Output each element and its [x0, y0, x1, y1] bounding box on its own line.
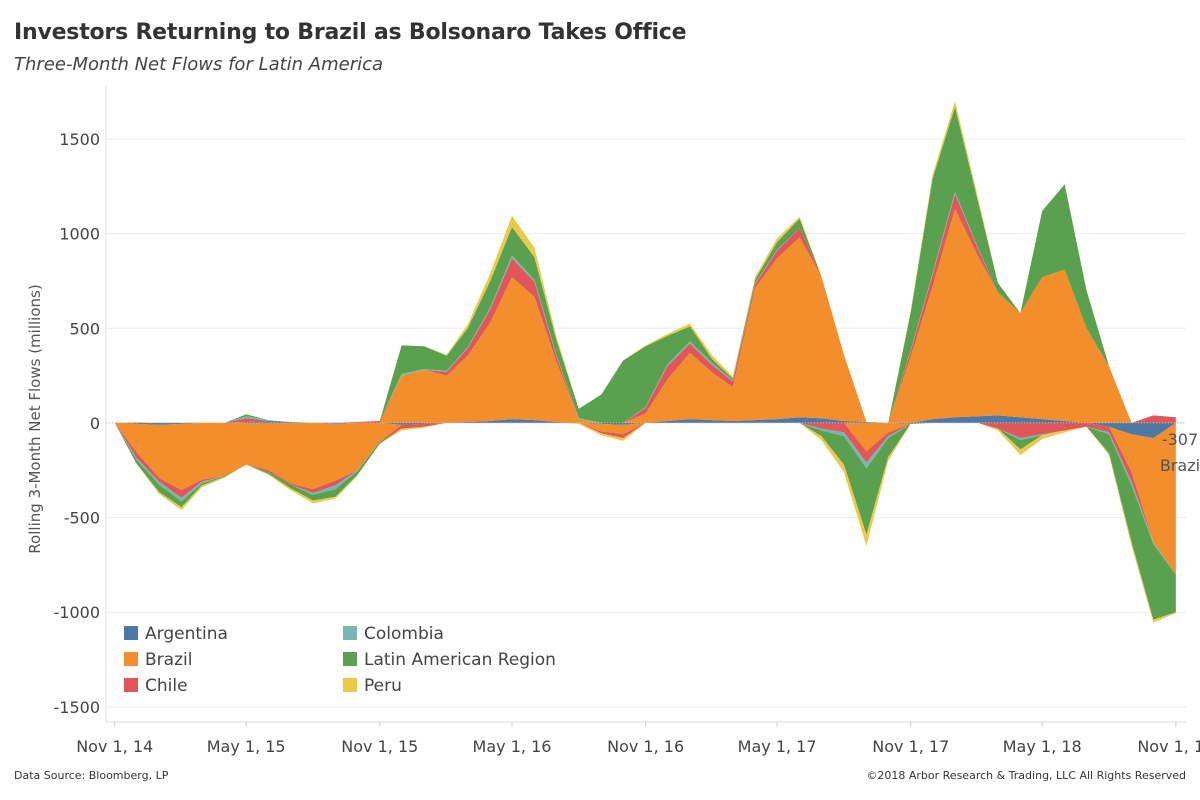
x-tick-labels: Nov 1, 14 May 1, 15 Nov 1, 15 May 1, 16 Nov … [76, 722, 1200, 756]
legend-swatch-latin-american-region [343, 652, 357, 666]
x-tick-4: Nov 1, 16 [607, 737, 684, 756]
x-tick-3: May 1, 16 [473, 737, 552, 756]
x-tick-2: Nov 1, 15 [341, 737, 418, 756]
x-tick-7: May 1, 18 [1003, 737, 1082, 756]
x-tick-0: Nov 1, 14 [76, 737, 153, 756]
legend: Argentina Colombia Brazil Latin American Re… [124, 624, 556, 696]
series-areas [114, 101, 1176, 623]
y-axis-label: Rolling 3-Month Net Flows (millions) [26, 284, 44, 553]
legend-swatch-chile [124, 678, 138, 692]
legend-label-colombia: Colombia [364, 624, 444, 644]
legend-label-argentina: Argentina [145, 624, 228, 644]
x-tick-8: Nov 1, 18 [1137, 737, 1200, 756]
annotations: -307 Brazil [1160, 430, 1200, 475]
chart-subtitle: Three-Month Net Flows for Latin America [14, 54, 384, 75]
legend-label-peru: Peru [364, 676, 402, 696]
y-tick-2: 500 [69, 319, 100, 338]
legend-swatch-brazil [124, 652, 138, 666]
y-tick-6: -1500 [54, 698, 101, 717]
area-brazil-positive [114, 209, 1176, 423]
y-tick-0: 1500 [59, 130, 100, 149]
y-tick-labels: 1500 1000 500 0 -500 -1000 -1500 [54, 130, 101, 717]
area-latin-american-region-positive [114, 106, 1176, 423]
legend-label-latin-american-region: Latin American Region [364, 650, 556, 670]
y-tick-1: 1000 [59, 225, 100, 244]
y-tick-4: -500 [64, 509, 100, 528]
chart-title: Investors Returning to Brazil as Bolsona… [14, 20, 687, 45]
x-tick-6: Nov 1, 17 [872, 737, 949, 756]
legend-swatch-peru [343, 678, 357, 692]
y-tick-5: -1000 [54, 603, 101, 622]
area-argentina-positive [114, 415, 1176, 423]
legend-label-brazil: Brazil [145, 650, 192, 670]
area-brazil-negative [114, 422, 1176, 575]
x-tick-5: May 1, 17 [738, 737, 817, 756]
annotation-label-0: Brazil [1160, 456, 1200, 475]
data-source: Data Source: Bloomberg, LP [14, 769, 169, 782]
legend-label-chile: Chile [145, 676, 188, 696]
legend-swatch-argentina [124, 626, 138, 640]
annotation-value-0: -307 [1162, 430, 1198, 449]
y-tick-3: 0 [90, 414, 100, 433]
legend-swatch-colombia [343, 626, 357, 640]
x-tick-1: May 1, 15 [207, 737, 286, 756]
copyright: ©2018 Arbor Research & Trading, LLC All … [866, 769, 1186, 782]
